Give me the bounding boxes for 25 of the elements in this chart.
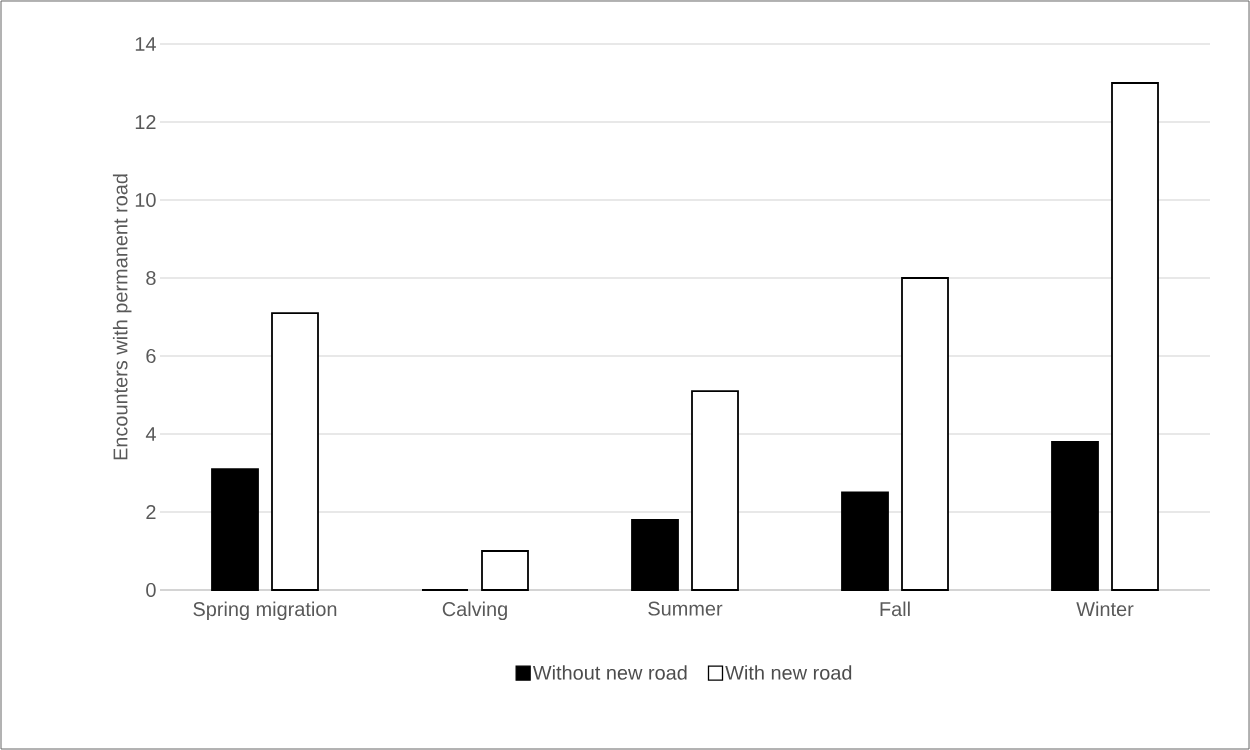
bar	[271, 312, 319, 591]
x-tick-label: Winter	[1076, 601, 1134, 617]
y-tick-label: 6	[146, 348, 156, 364]
y-tick-label: 8	[146, 270, 156, 286]
bar	[691, 390, 739, 591]
bar	[1051, 440, 1099, 591]
legend-label: With new road	[725, 665, 852, 680]
y-tick-label: 2	[146, 505, 156, 519]
bar	[631, 518, 679, 591]
bar	[1111, 82, 1159, 591]
bar	[211, 468, 259, 591]
bar	[901, 277, 949, 591]
y-axis-title: Encounters with permanent road	[112, 174, 132, 460]
x-tick-label: Spring migration	[193, 601, 337, 621]
x-tick-label: Fall	[880, 601, 910, 617]
legend-label: Without new road	[532, 665, 687, 680]
y-tick-label: 0	[146, 582, 156, 598]
x-tick-label: Calving	[442, 601, 507, 621]
y-tick-label: 14	[135, 37, 156, 51]
y-tick-label: 12	[135, 115, 156, 129]
bar	[841, 491, 889, 591]
bar	[481, 550, 529, 591]
y-tick-label: 10	[135, 192, 156, 208]
x-tick-label: Summer	[648, 601, 723, 616]
y-tick-label: 4	[145, 427, 156, 441]
